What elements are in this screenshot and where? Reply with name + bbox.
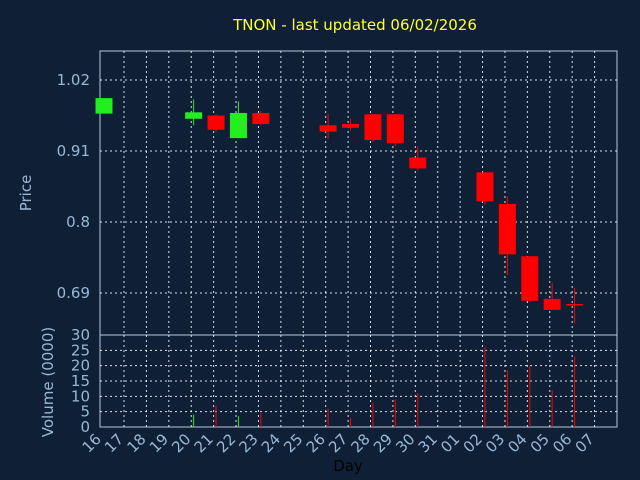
volume-tick-label: 25 — [71, 341, 90, 359]
price-tick-label: 0.69 — [57, 284, 90, 302]
price-tick-label: 0.8 — [66, 213, 90, 231]
volume-tick-label: 15 — [71, 372, 90, 390]
x-tick-label: 07 — [572, 430, 598, 456]
volume-tick-label: 30 — [71, 326, 90, 344]
x-axis-label: Day — [333, 457, 363, 475]
candle-body — [252, 112, 270, 124]
candle-body — [95, 98, 113, 114]
candle-body — [409, 157, 427, 169]
candle-body — [319, 125, 337, 132]
candle-body — [521, 256, 539, 301]
candle-body — [566, 304, 584, 306]
candle-body — [543, 298, 561, 310]
volume-plot-frame — [99, 334, 618, 428]
candle-body — [342, 123, 359, 128]
volume-tick-label: 20 — [71, 357, 90, 375]
price-axis-label: Price — [17, 175, 35, 212]
candle-body — [185, 112, 203, 119]
volume-tick-label: 5 — [80, 403, 90, 421]
volume-tick-label: 0 — [80, 418, 90, 436]
volume-axis-label: Volume (0000) — [39, 327, 57, 437]
candle-body — [476, 172, 494, 202]
candle-body — [386, 114, 404, 144]
candle-body — [207, 115, 225, 130]
price-tick-label: 0.91 — [57, 142, 90, 160]
volume-tick-label: 10 — [71, 387, 90, 405]
price-plot-frame — [99, 50, 618, 336]
candle-body — [229, 112, 247, 139]
chart-title: TNON - last updated 06/02/2026 — [232, 16, 477, 34]
price-tick-label: 1.02 — [57, 71, 90, 89]
candle-body — [498, 203, 516, 255]
candle-body — [364, 114, 382, 141]
